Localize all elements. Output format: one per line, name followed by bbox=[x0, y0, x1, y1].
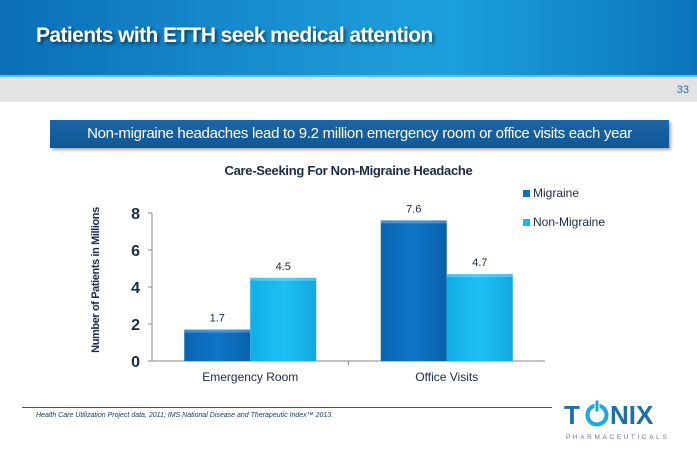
legend-swatch-migraine bbox=[523, 189, 530, 197]
y-tick-label: 2 bbox=[131, 317, 140, 334]
legend-item-migraine: Migraine bbox=[523, 186, 605, 200]
data-label: 4.5 bbox=[276, 261, 291, 273]
y-tick-label: 6 bbox=[131, 243, 140, 260]
bar-migraine-1 bbox=[380, 220, 447, 361]
bar-bevel bbox=[446, 274, 513, 278]
svg-text:NIX: NIX bbox=[610, 400, 654, 430]
sub-header-bar bbox=[0, 77, 697, 102]
key-message-banner: Non-migraine headaches lead to 9.2 milli… bbox=[50, 120, 669, 148]
legend-label-non-migraine: Non-Migraine bbox=[533, 215, 606, 229]
y-tick-label: 8 bbox=[131, 206, 140, 223]
slide-title: Patients with ETTH seek medical attentio… bbox=[36, 24, 433, 47]
legend-swatch-non-migraine bbox=[523, 218, 530, 226]
tonix-logo: T NIX PHARMACEUTICALS bbox=[564, 399, 669, 441]
bar-non-migraine-0 bbox=[250, 277, 317, 361]
bar-bevel bbox=[184, 329, 251, 333]
page-number: 33 bbox=[676, 84, 689, 96]
chart-legend: Migraine Non-Migraine bbox=[523, 186, 605, 244]
bar-bevel bbox=[380, 220, 447, 224]
legend-item-non-migraine: Non-Migraine bbox=[523, 215, 605, 229]
x-tick-label: Emergency Room bbox=[202, 370, 298, 384]
data-label: 4.7 bbox=[472, 257, 487, 269]
data-label: 7.6 bbox=[406, 203, 421, 215]
y-tick-label: 0 bbox=[131, 354, 140, 371]
chart-title: Care-Seeking For Non-Migraine Headache bbox=[224, 163, 473, 178]
footer-divider bbox=[22, 407, 552, 408]
bar-non-migraine-1 bbox=[446, 274, 513, 361]
logo-subtext: PHARMACEUTICALS bbox=[566, 434, 669, 441]
bar-migraine-0 bbox=[184, 329, 251, 361]
header-bar bbox=[0, 0, 697, 77]
legend-label-migraine: Migraine bbox=[533, 186, 580, 200]
x-tick-label: Office Visits bbox=[415, 370, 478, 384]
data-label: 1.7 bbox=[210, 313, 225, 325]
source-citation: Health Care Utilization Project data, 20… bbox=[36, 412, 334, 419]
y-tick-label: 4 bbox=[131, 280, 140, 297]
bar-bevel bbox=[250, 277, 317, 281]
svg-text:T: T bbox=[564, 400, 580, 430]
